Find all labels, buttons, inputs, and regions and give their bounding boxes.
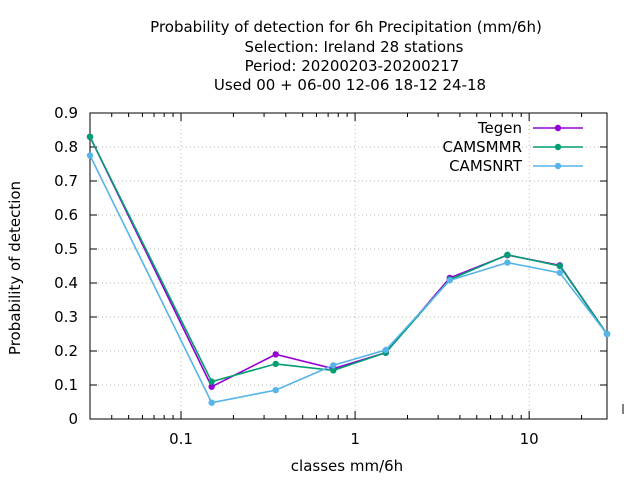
x-tick-label: 0.1 <box>169 430 193 448</box>
series-camsmmr <box>86 133 611 385</box>
data-point <box>272 386 279 394</box>
data-point <box>86 133 94 140</box>
y-tick-label: 0.5 <box>54 240 78 258</box>
data-point <box>556 269 564 276</box>
legend-label: CAMSMMR <box>442 138 522 156</box>
series-lines <box>86 133 611 406</box>
data-point <box>272 360 279 368</box>
y-axis-label: Probability of detection <box>6 181 24 355</box>
y-tick-label: 0.1 <box>54 376 78 394</box>
title-line-2: Selection: Ireland 28 stations <box>245 38 464 56</box>
legend-label: Tegen <box>477 119 522 137</box>
y-tick-label: 0.3 <box>54 308 78 326</box>
y-tick-label: 0.8 <box>54 138 78 156</box>
legend-label: CAMSNRT <box>449 157 523 175</box>
y-tick-label: 0.9 <box>54 104 78 122</box>
series-camsnrt <box>86 152 611 406</box>
title-line-1: Probability of detection for 6h Precipit… <box>150 18 542 36</box>
legend-marker <box>554 162 562 170</box>
series-tegen <box>86 133 611 390</box>
data-point <box>603 330 611 338</box>
grid <box>90 113 607 419</box>
legend-marker <box>554 124 562 132</box>
y-tick-label: 0.2 <box>54 342 78 360</box>
data-point <box>504 259 511 266</box>
data-point <box>208 378 215 385</box>
x-tick-label: 10 <box>520 430 539 448</box>
data-point <box>272 351 279 358</box>
x-tick-label: 1 <box>350 430 360 448</box>
data-point <box>330 367 337 374</box>
data-point <box>504 251 511 258</box>
data-point <box>86 152 94 159</box>
chart-title: Probability of detection for 6h Precipit… <box>150 18 542 94</box>
data-point <box>556 262 564 270</box>
y-tick-label: 0.7 <box>54 172 78 190</box>
title-line-4: Used 00 + 06-00 12-06 18-12 24-18 <box>214 76 486 94</box>
x-axis-label: classes mm/6h <box>291 457 403 475</box>
data-point <box>208 383 215 390</box>
plot-border <box>89 112 608 420</box>
data-point <box>446 277 453 284</box>
y-tick-label: 0.6 <box>54 206 78 224</box>
y-tick-label: 0 <box>68 410 78 428</box>
y-tick-label: 0.4 <box>54 274 78 292</box>
data-point <box>382 346 389 354</box>
data-point <box>330 362 337 369</box>
title-line-3: Period: 20200203-20200217 <box>245 57 460 75</box>
axis-ticks: 0 0.1 0.2 0.3 0.4 0.5 0.6 0.7 0.8 0.9 0.1 1 10 <box>54 104 607 448</box>
legend-marker <box>554 143 562 151</box>
data-point <box>208 399 215 406</box>
